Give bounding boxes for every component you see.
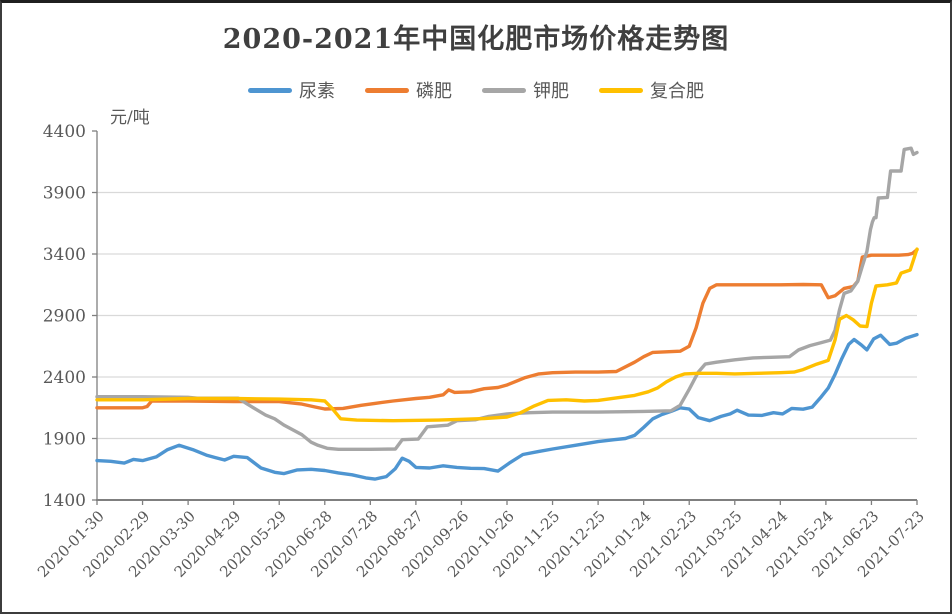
legend-swatch-icon bbox=[599, 87, 643, 93]
plot-area: 14001900240029003400390044002020-01-3020… bbox=[34, 108, 928, 581]
legend-label: 磷肥 bbox=[416, 81, 452, 102]
legend-swatch-icon bbox=[365, 87, 409, 93]
legend-item-复合肥: 复合肥 bbox=[599, 77, 704, 103]
y-tick-label: 1400 bbox=[43, 491, 86, 511]
legend-swatch-icon bbox=[482, 87, 526, 93]
y-tick-label: 1900 bbox=[43, 430, 86, 450]
y-tick-label: 2900 bbox=[43, 307, 86, 327]
legend-swatch-icon bbox=[248, 87, 292, 93]
series-line-尿素 bbox=[95, 332, 919, 481]
series-line-磷肥 bbox=[95, 247, 919, 411]
legend-item-钾肥: 钾肥 bbox=[482, 77, 569, 103]
y-tick-label: 3900 bbox=[43, 184, 86, 204]
legend-label: 钾肥 bbox=[533, 81, 569, 102]
legend-item-尿素: 尿素 bbox=[248, 77, 335, 103]
series-line-钾肥 bbox=[95, 146, 919, 451]
chart-title: 2020-2021年中国化肥市场价格走势图 bbox=[222, 24, 730, 55]
y-tick-label: 3400 bbox=[43, 245, 86, 265]
legend-label: 复合肥 bbox=[650, 81, 704, 102]
y-tick-label: 2400 bbox=[43, 368, 86, 388]
y-axis-unit-label: 元/吨 bbox=[110, 108, 150, 128]
legend-label: 尿素 bbox=[299, 81, 335, 102]
series-line-复合肥 bbox=[95, 247, 919, 423]
chart-legend: 尿素 磷肥 钾肥 复合肥 bbox=[2, 77, 950, 103]
legend-item-磷肥: 磷肥 bbox=[365, 77, 452, 103]
y-tick-label: 4400 bbox=[43, 122, 86, 142]
